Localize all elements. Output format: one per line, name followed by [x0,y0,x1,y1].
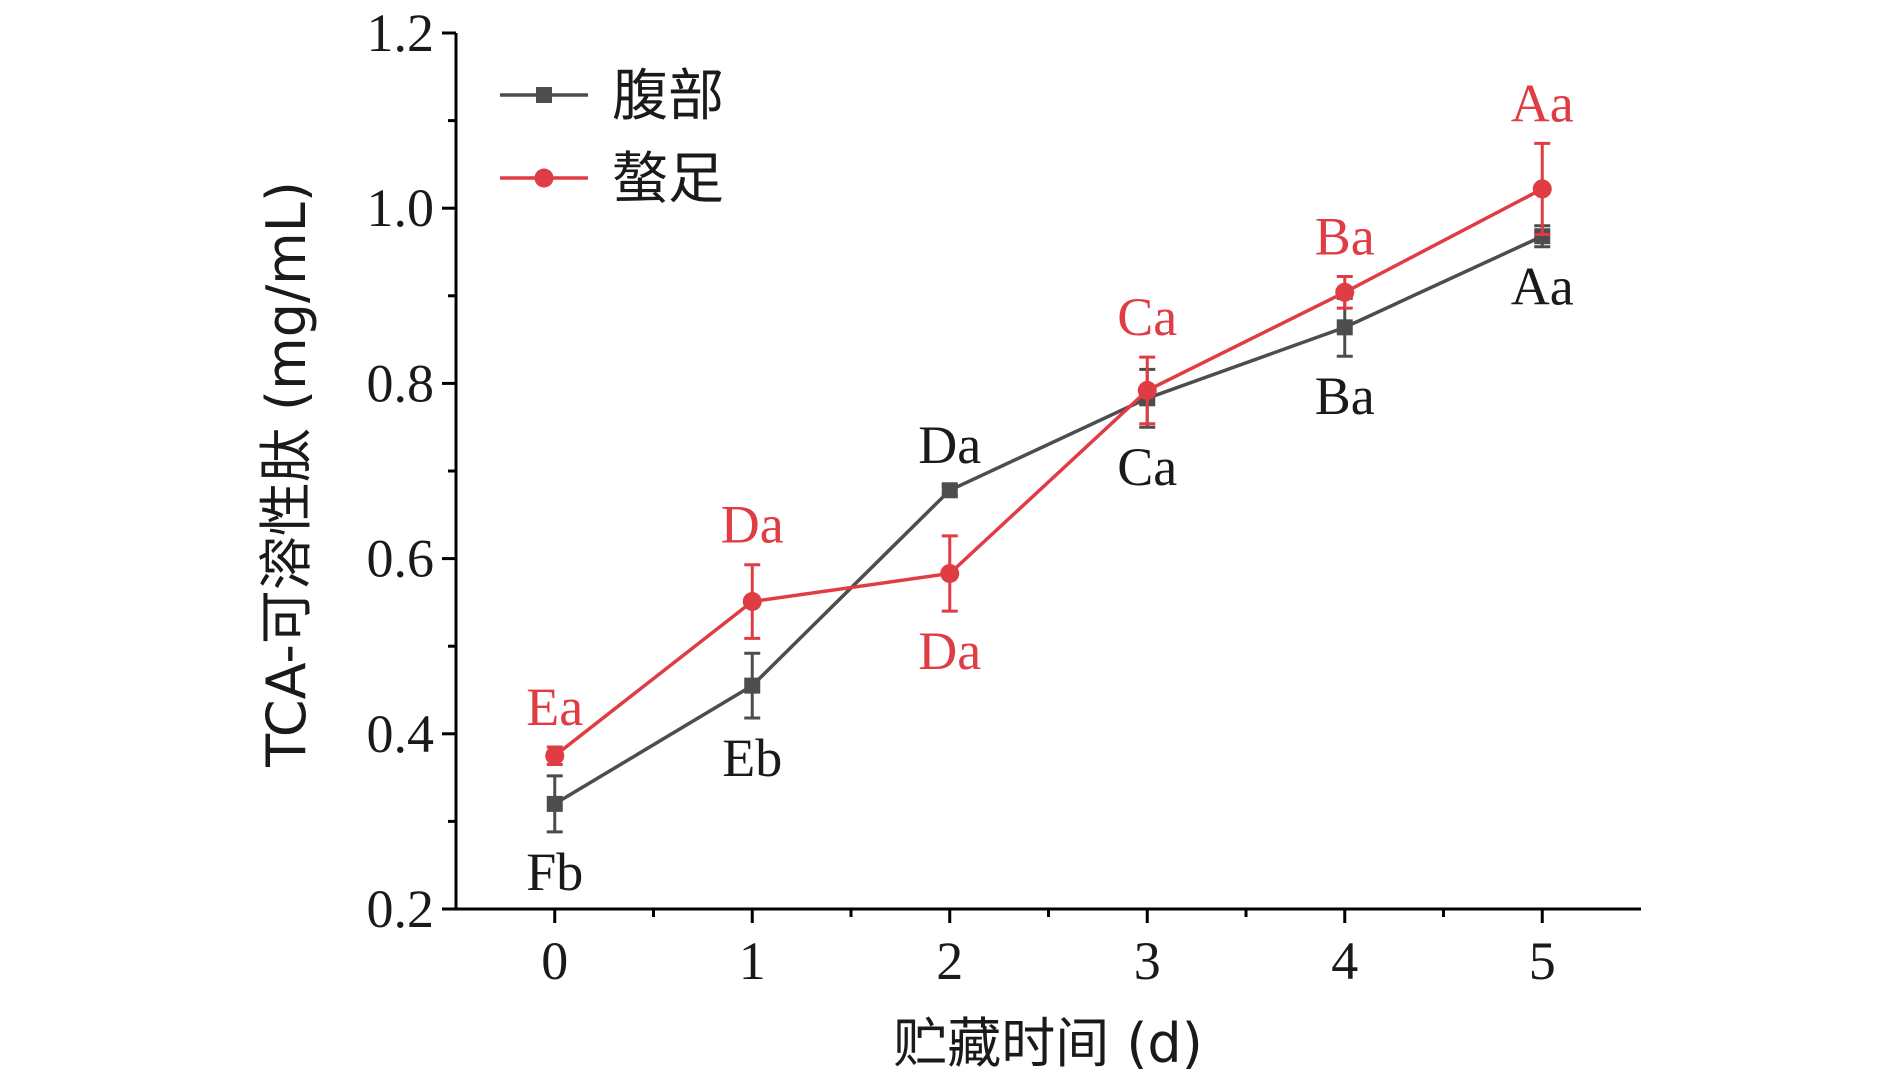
series-layer: Fb Eb Da Ca Ba Aa Ea Da Da Ca Ba Aa [526,73,1574,902]
x-tick-label: 1 [739,931,766,991]
significance-label: Ba [1315,366,1375,426]
y-tick-label: 1.0 [367,178,435,238]
significance-label: Eb [722,728,782,788]
legend-marker-square [536,87,552,103]
y-tick-label: 0.4 [367,704,435,764]
y-ticks: 0.2 0.4 0.6 0.8 1.0 1.2 [367,3,456,939]
x-tick-label: 4 [1331,931,1358,991]
significance-label: Ca [1117,437,1177,497]
x-tick-label: 0 [541,931,568,991]
series-abdomen: Fb Eb Da Ca Ba Aa [526,224,1574,902]
legend-marker-circle [534,168,554,188]
x-ticks: 0 1 2 3 4 5 [541,909,1556,991]
significance-label: Ca [1117,287,1177,347]
series-line [553,234,1543,806]
significance-label: Fb [526,842,583,902]
significance-label: Aa [1511,73,1574,133]
data-point-circle [1335,282,1355,302]
data-point-square [1534,228,1551,245]
data-point-square [1336,319,1353,336]
significance-label: Da [918,415,981,475]
data-point-circle [1532,179,1552,199]
y-tick-label: 1.2 [367,3,435,63]
significance-label: Da [721,495,784,555]
y-tick-label: 0.6 [367,529,435,589]
legend-label: 螯足 [612,147,724,212]
significance-label: Ba [1315,207,1375,267]
significance-label: Da [918,621,981,681]
data-point-circle [742,592,762,612]
x-tick-label: 5 [1529,931,1556,991]
data-point-square [744,677,761,694]
data-point-circle [940,563,960,583]
x-tick-label: 2 [936,931,963,991]
y-axis-title: TCA-可溶性肽 (mg/mL) [255,181,318,768]
legend-item: 螯足 [500,147,724,212]
series-line [553,187,1544,758]
data-point-square [546,795,563,812]
y-tick-label: 0.2 [367,879,435,939]
series-claw: Ea Da Da Ca Ba Aa [526,73,1574,766]
data-point-square [941,482,958,499]
data-point-circle [1137,380,1157,400]
significance-label: Aa [1511,257,1574,317]
legend-item: 腹部 [500,64,724,129]
x-axis-title: 贮藏时间 (d) [893,1012,1203,1075]
data-point-circle [545,746,565,766]
legend-label: 腹部 [612,64,724,129]
y-tick-label: 0.8 [367,353,435,413]
x-tick-label: 3 [1134,931,1161,991]
significance-label: Ea [526,677,583,737]
